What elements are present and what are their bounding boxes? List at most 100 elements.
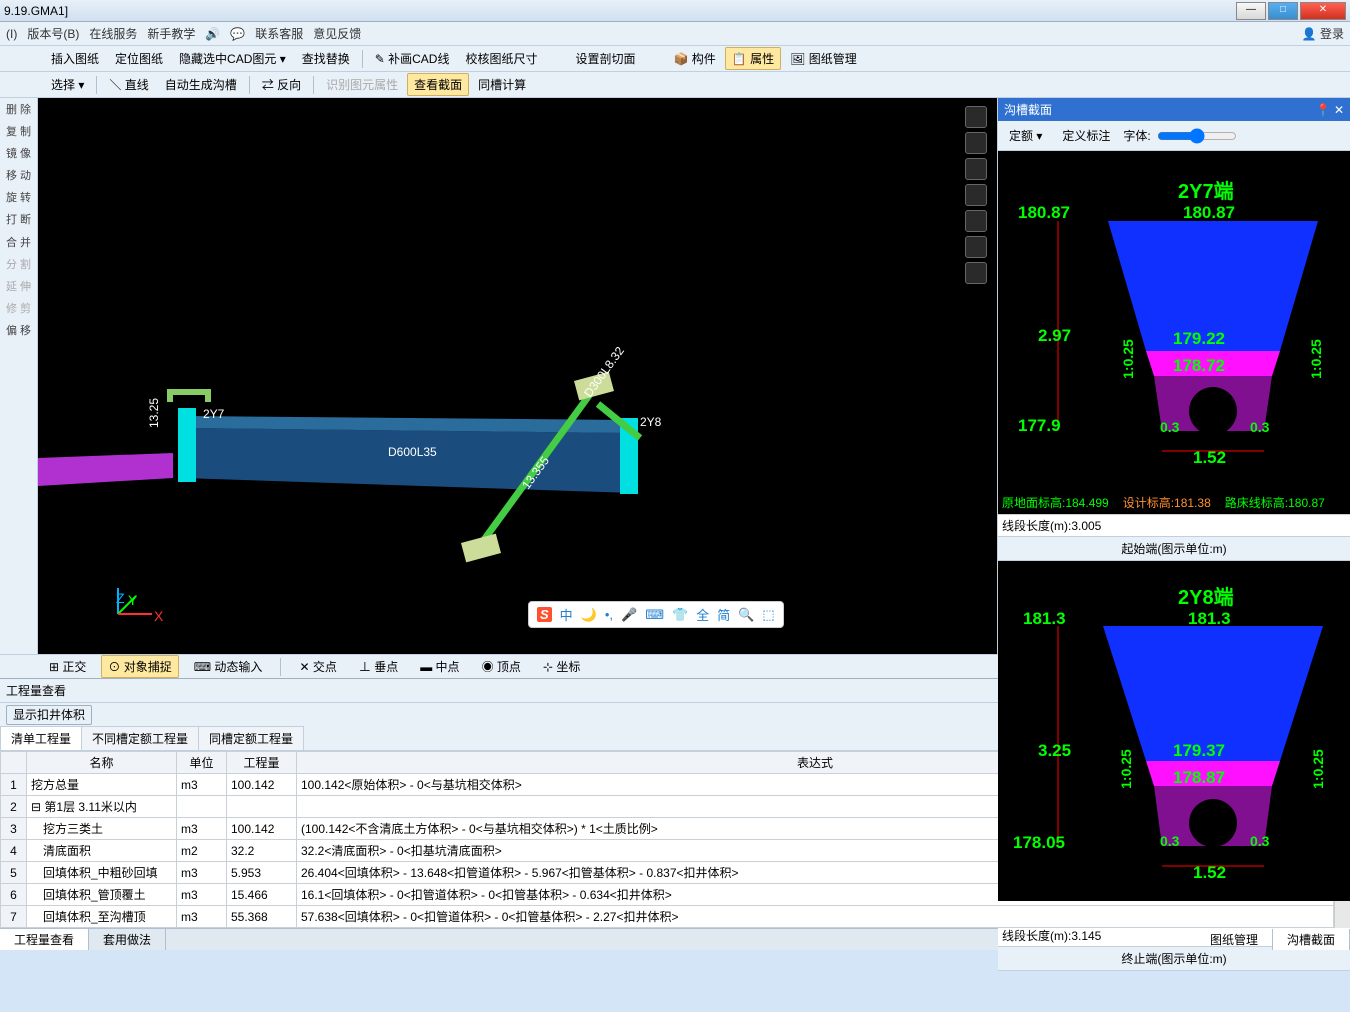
nav-iso-icon[interactable] <box>965 132 987 154</box>
bottom-tab-usage[interactable]: 套用做法 <box>89 929 166 950</box>
break-tool[interactable]: 打 断 <box>4 212 34 228</box>
view-section-button[interactable]: 查看截面 <box>407 73 469 96</box>
sec2-right-top: 181.3 <box>1188 609 1231 629</box>
quota-button[interactable]: 定额 ▾ <box>1002 124 1049 147</box>
bottom-tab-drawings[interactable]: 图纸管理 <box>1196 929 1273 950</box>
mirror-tool[interactable]: 镜 像 <box>4 146 34 162</box>
find-replace-button[interactable]: 查找替换 <box>295 47 357 70</box>
maximize-button[interactable]: □ <box>1268 2 1298 20</box>
sec2-title: 2Y8端 <box>1178 581 1234 610</box>
sec2-left-mid: 3.25 <box>1038 741 1071 761</box>
section-panel-title: 沟槽截面 📍 ✕ <box>998 98 1350 121</box>
toolbar-1: 插入图纸 定位图纸 隐藏选中CAD图元 ▾ 查找替换 ✎ 补画CAD线 校核图纸… <box>0 46 1350 72</box>
sec2-mid2: 178.87 <box>1173 768 1225 788</box>
bottom-tab-section[interactable]: 沟槽截面 <box>1273 929 1350 950</box>
attr-button[interactable]: 📋 属性 <box>725 47 781 70</box>
sec1-left-mid: 2.97 <box>1038 326 1071 346</box>
table-row[interactable]: 7 回填体积_至沟槽顶m355.36857.638<回填体积> - 0<扣管道体… <box>1 906 1334 928</box>
minimize-button[interactable]: — <box>1236 2 1266 20</box>
sec2-left-bot: 178.05 <box>1013 833 1065 853</box>
sec1-bot-r: 0.3 <box>1250 419 1269 435</box>
view-cube[interactable] <box>965 106 989 284</box>
snap-toggle[interactable]: ⊙ 对象捕捉 <box>101 655 178 678</box>
nav-home-icon[interactable] <box>965 106 987 128</box>
qty-tab-2[interactable]: 不同槽定额工程量 <box>81 726 199 750</box>
sec1-bot-w: 1.52 <box>1193 448 1226 468</box>
qty-title: 工程量查看 <box>6 682 66 699</box>
menu-online[interactable]: 在线服务 <box>89 25 137 42</box>
menu-contact[interactable]: 联系客服 <box>255 25 303 42</box>
define-anno-button[interactable]: 定义标注 <box>1055 124 1117 147</box>
sec1-bot-l: 0.3 <box>1160 419 1179 435</box>
perp-toggle[interactable]: ⊥ 垂点 <box>352 655 405 678</box>
hide-cad-button[interactable]: 隐藏选中CAD图元 ▾ <box>172 47 293 70</box>
svg-text:13.25: 13.25 <box>147 398 161 428</box>
sec1-title: 2Y7端 <box>1178 175 1234 204</box>
nav-fit-icon[interactable] <box>965 236 987 258</box>
component-button[interactable]: 📦 构件 <box>667 47 723 70</box>
rotate-tool[interactable]: 旋 转 <box>4 190 34 206</box>
drawing-mgmt-button[interactable]: 🖼 图纸管理 <box>783 47 864 70</box>
sec1-label: 起始端(图示单位:m) <box>998 536 1350 561</box>
section-panel-tools: 定额 ▾ 定义标注 字体: <box>998 121 1350 151</box>
close-button[interactable]: ✕ <box>1300 2 1346 20</box>
3d-viewport[interactable]: D600L35 2Y7 2Y8 D300L8.32 13.355 13.25 Z… <box>38 98 997 654</box>
menu-version[interactable]: 版本号(B) <box>27 25 79 42</box>
show-well-button[interactable]: 显示扣井体积 <box>6 705 92 725</box>
nav-zoom-icon[interactable] <box>965 210 987 232</box>
sec2-left-top: 181.3 <box>1023 609 1066 629</box>
reverse-button[interactable]: ⇄ 反向 <box>255 73 308 96</box>
menu-i[interactable]: (I) <box>6 27 17 41</box>
pin-icon[interactable]: 📍 <box>1316 103 1331 117</box>
copy-tool[interactable]: 复 制 <box>4 124 34 140</box>
move-tool[interactable]: 移 动 <box>4 168 34 184</box>
draw-cad-button[interactable]: ✎ 补画CAD线 <box>368 47 457 70</box>
select-button[interactable]: 选择 ▾ <box>44 73 91 96</box>
check-size-button[interactable]: 校核图纸尺寸 <box>458 47 544 70</box>
sec1-slope-r: 1:0.25 <box>1308 339 1324 379</box>
sec1-mid2: 178.72 <box>1173 356 1225 376</box>
chat-icon: 💬 <box>230 27 245 41</box>
section-1-canvas: 2Y7端 180.87 180.87 2.97 179.22 178.72 17… <box>998 151 1350 491</box>
delete-tool[interactable]: 删 除 <box>4 102 34 118</box>
dyn-toggle[interactable]: ⌨ 动态输入 <box>187 655 270 678</box>
nav-cube-icon[interactable] <box>965 262 987 284</box>
font-slider[interactable] <box>1157 128 1237 144</box>
nav-pan-icon[interactable] <box>965 158 987 180</box>
cross-toggle[interactable]: ✕ 交点 <box>292 655 343 678</box>
menu-tutorial[interactable]: 新手教学 <box>147 25 195 42</box>
3d-scene: D600L35 2Y7 2Y8 D300L8.32 13.355 13.25 <box>38 98 898 654</box>
col-name: 名称 <box>27 752 177 774</box>
line-button[interactable]: ＼ 直线 <box>102 73 155 96</box>
qty-tab-3[interactable]: 同槽定额工程量 <box>198 726 304 750</box>
coord-toggle[interactable]: ⊹ 坐标 <box>536 655 587 678</box>
set-cut-button[interactable]: 设置剖切面 <box>569 47 643 70</box>
col-unit: 单位 <box>177 752 227 774</box>
menubar: (I) 版本号(B) 在线服务 新手教学 🔊 💬 联系客服 意见反馈 👤 登录 <box>0 22 1350 46</box>
nav-orbit-icon[interactable] <box>965 184 987 206</box>
locate-drawing-button[interactable]: 定位图纸 <box>108 47 170 70</box>
split-tool: 分 割 <box>4 257 34 273</box>
sec1-left-top: 180.87 <box>1018 203 1070 223</box>
titlebar: 9.19.GMA1] — □ ✕ <box>0 0 1350 22</box>
bottom-tab-qty[interactable]: 工程量查看 <box>0 929 89 950</box>
toolbar-2: 选择 ▾ ＼ 直线 自动生成沟槽 ⇄ 反向 识别图元属性 查看截面 同槽计算 <box>0 72 1350 98</box>
same-calc-button[interactable]: 同槽计算 <box>471 73 533 96</box>
offset-tool[interactable]: 偏 移 <box>4 323 34 339</box>
qty-tab-1[interactable]: 清单工程量 <box>0 726 82 750</box>
menu-feedback[interactable]: 意见反馈 <box>313 25 361 42</box>
ime-bar[interactable]: S 中🌙•,🎤⌨👕全简🔍⬚ <box>528 601 784 628</box>
sec1-slope-l: 1:0.25 <box>1120 339 1136 379</box>
autogen-button[interactable]: 自动生成沟槽 <box>158 73 244 96</box>
vertex-toggle[interactable]: ◉ 顶点 <box>475 655 528 678</box>
insert-drawing-button[interactable]: 插入图纸 <box>44 47 106 70</box>
speaker-icon: 🔊 <box>205 27 220 41</box>
pipe-label: D600L35 <box>388 445 437 459</box>
section-2-canvas: 2Y8端 181.3 181.3 3.25 179.37 178.87 178.… <box>998 561 1350 901</box>
ortho-toggle[interactable]: ⊞ 正交 <box>42 655 93 678</box>
mid-toggle[interactable]: ▬ 中点 <box>413 655 466 678</box>
login-button[interactable]: 👤 登录 <box>1302 25 1344 42</box>
node-2y8: 2Y8 <box>640 415 662 429</box>
merge-tool[interactable]: 合 并 <box>4 235 34 251</box>
close-panel-icon[interactable]: ✕ <box>1334 103 1344 117</box>
